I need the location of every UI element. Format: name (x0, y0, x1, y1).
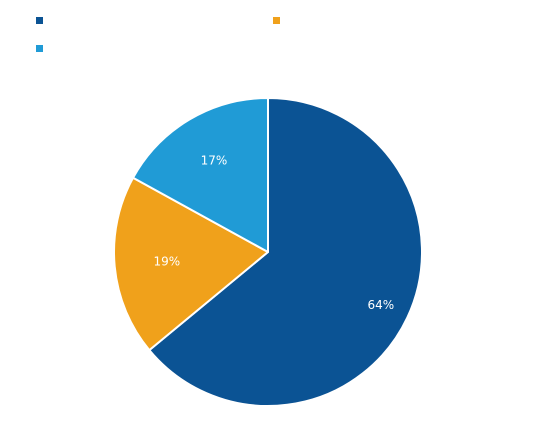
legend-swatch (36, 44, 43, 52)
pie-data-labels: 64% 19% 17% (153, 154, 394, 313)
slice-data-label: 19% (153, 255, 180, 269)
legend-swatch (36, 16, 43, 24)
pie-slices (113, 97, 423, 407)
slice-data-label: 64% (368, 298, 395, 312)
legend-item (36, 14, 51, 26)
chart-legend (0, 0, 536, 60)
slice-data-label: 17% (201, 154, 228, 168)
legend-item (273, 14, 288, 26)
legend-swatch (273, 16, 280, 24)
pie-slice (113, 176, 269, 352)
pie-slice (132, 97, 269, 253)
legend-item (36, 42, 51, 54)
pie-slice (148, 97, 423, 407)
